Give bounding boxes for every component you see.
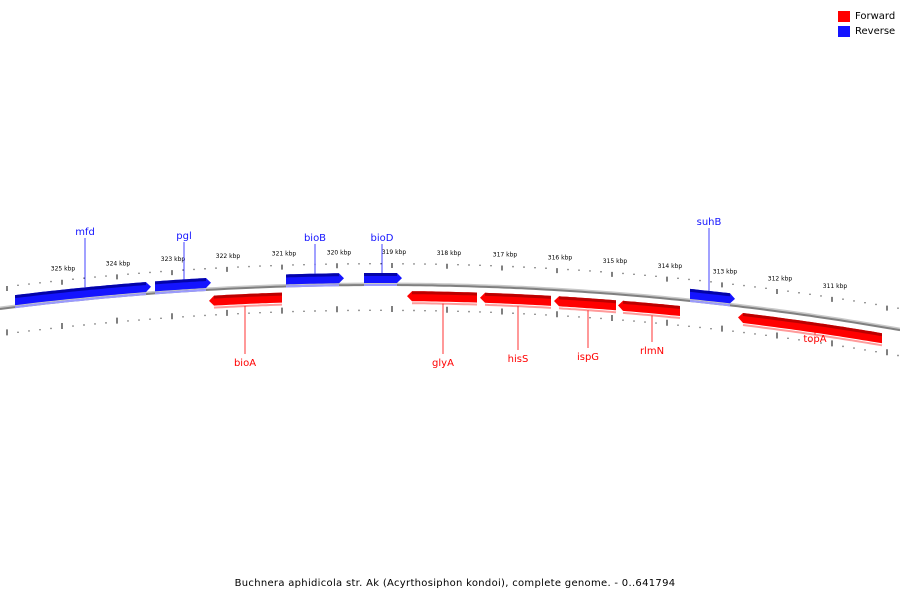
tick-label: 322 kbp xyxy=(216,253,241,260)
tick-label: 320 kbp xyxy=(327,249,352,256)
gene-arrow-ispG xyxy=(554,296,617,314)
gene-label-pgl: pgl xyxy=(176,231,191,242)
tick-label: 316 kbp xyxy=(548,254,573,261)
gene-label-glyA: glyA xyxy=(432,358,454,369)
tick-label: 324 kbp xyxy=(106,260,131,267)
gene-arrow-bioD xyxy=(364,273,402,286)
gene-label-topA: topA xyxy=(803,334,826,345)
gene-label-ispG: ispG xyxy=(577,352,599,363)
gene-highlight xyxy=(622,311,681,319)
gene-highlight xyxy=(689,300,731,307)
backbone-line xyxy=(0,284,900,332)
inner-tick-track xyxy=(6,306,899,357)
gene-shade xyxy=(412,291,477,296)
tick-label: 314 kbp xyxy=(658,263,683,270)
gene-shade xyxy=(286,273,339,278)
gene-shade xyxy=(690,288,730,297)
gene-shade xyxy=(155,278,206,285)
legend-forward: Forward xyxy=(838,9,895,24)
gene-label-bioB: bioB xyxy=(304,233,326,244)
tick-label: 318 kbp xyxy=(437,250,462,257)
gene-features xyxy=(14,273,883,347)
gene-highlight xyxy=(412,302,478,306)
tick-label: 325 kbp xyxy=(51,266,76,273)
gene-arrow-hisS xyxy=(480,292,552,309)
genome-caption: Buchnera aphidicola str. Ak (Acyrthosiph… xyxy=(234,578,676,589)
gene-highlight xyxy=(285,284,339,288)
gene-arrow-bioA xyxy=(209,292,283,309)
tick-label: 312 kbp xyxy=(768,275,793,282)
legend-reverse-label: Reverse xyxy=(855,26,896,37)
tick-label: 321 kbp xyxy=(272,251,297,258)
gene-shade xyxy=(623,300,680,309)
gene-shade xyxy=(559,296,616,304)
gene-highlight xyxy=(154,289,207,295)
legend-reverse: Reverse xyxy=(838,24,895,39)
gene-arrow-pgl xyxy=(154,278,211,295)
genome-backbone xyxy=(0,282,900,332)
gene-arrow-glyA xyxy=(407,291,478,306)
gene-shade xyxy=(485,292,551,299)
legend-forward-label: Forward xyxy=(855,11,896,22)
gene-shade xyxy=(364,273,397,276)
gene-labels: mfd pgl bioA bioB bioD glyA hisS ispG rlmN suhB to… xyxy=(75,217,827,369)
backbone-shadow xyxy=(0,282,900,330)
tick-label: 323 kbp xyxy=(161,256,186,263)
gene-arrow-mfd xyxy=(14,282,151,309)
tick-label: 315 kbp xyxy=(603,258,628,265)
strand-legend: Forward Reverse xyxy=(838,9,895,39)
gene-shade xyxy=(214,292,282,299)
outer-tick-track: 325 kbp 324 kbp 323 kbp 322 kbp 321 kbp 320 k… xyxy=(6,249,899,311)
forward-swatch xyxy=(838,11,850,22)
tick-label: 311 kbp xyxy=(823,283,848,290)
gene-arrow-topA xyxy=(738,313,883,347)
gene-label-rlmN: rlmN xyxy=(640,346,664,357)
gene-label-bioA: bioA xyxy=(234,358,256,369)
gene-highlight xyxy=(558,307,617,314)
gene-arrow-suhB xyxy=(689,288,735,307)
gene-highlight xyxy=(213,303,283,309)
tick-label: 317 kbp xyxy=(493,252,518,259)
gene-label-bioD: bioD xyxy=(371,233,394,244)
reverse-swatch xyxy=(838,26,850,37)
gene-highlight xyxy=(484,303,552,309)
gene-arrow-rlmN xyxy=(618,300,681,319)
tick-label: 319 kbp xyxy=(382,249,407,256)
gene-label-hisS: hisS xyxy=(508,354,529,365)
gene-shade xyxy=(743,313,882,337)
tick-label: 313 kbp xyxy=(713,269,738,276)
gene-label-suhB: suhB xyxy=(697,217,722,228)
gene-label-mfd: mfd xyxy=(75,227,95,238)
gene-highlight xyxy=(742,324,883,347)
gene-body xyxy=(15,282,151,306)
gene-body xyxy=(738,313,882,344)
gene-highlight xyxy=(14,293,147,309)
gene-arrow-bioB xyxy=(285,273,344,288)
gene-shade xyxy=(15,282,146,299)
